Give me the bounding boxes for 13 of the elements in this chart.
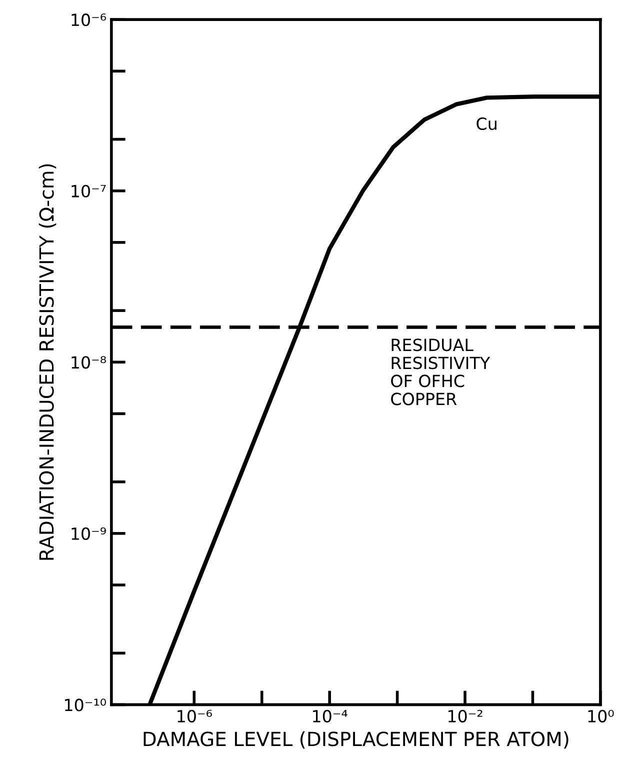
ref-line-label: RESIDUAL RESISTIVITY OF OFHC COPPER (391, 338, 490, 406)
x-tick-label: 10⁰ (588, 710, 614, 722)
y-tick-label: 10⁻⁷ (72, 184, 106, 198)
x-tick-label: 10⁻⁶ (178, 710, 212, 722)
y-tick-label: 10⁻⁶ (72, 14, 106, 26)
x-axis-title: DAMAGE LEVEL (DISPLACEMENT PER ATOM) (144, 731, 568, 749)
x-tick-label: 10⁻⁴ (313, 710, 348, 722)
series-label: Cu (476, 117, 496, 130)
x-tick-label: 10⁻² (448, 710, 482, 722)
y-tick-label: 10⁻¹⁰ (65, 698, 106, 712)
y-axis-title: RADIATION-INDUCED RESISTIVITY (Ω-cm) (38, 164, 56, 560)
y-tick-label: 10⁻⁹ (72, 527, 106, 540)
y-tick-label: 10⁻⁸ (72, 356, 106, 369)
